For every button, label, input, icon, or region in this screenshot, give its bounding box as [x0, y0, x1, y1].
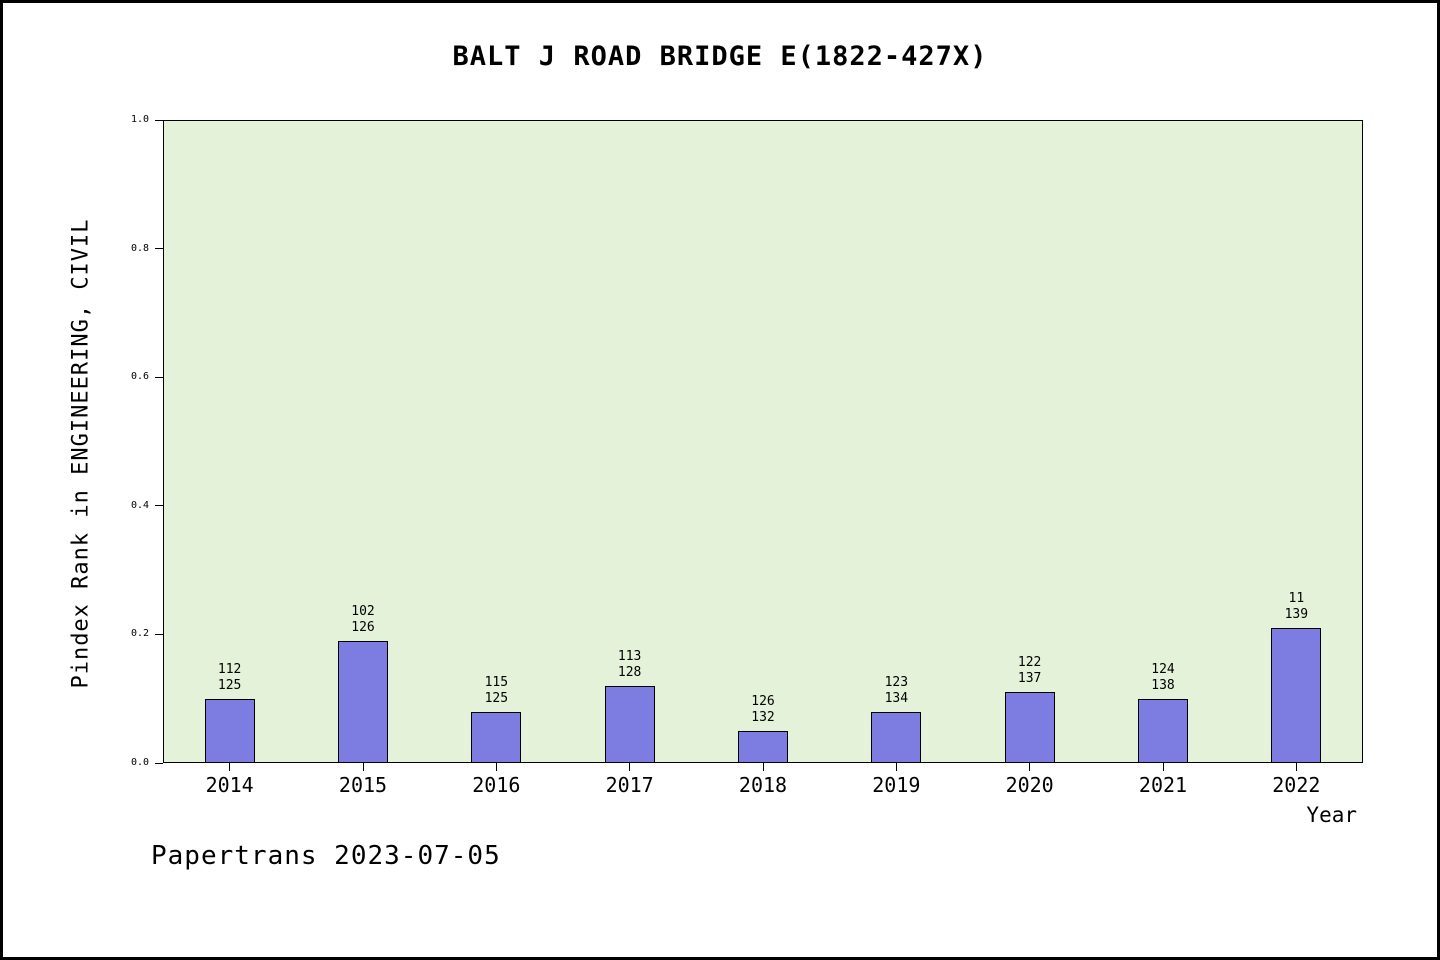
x-tick-mark [495, 763, 497, 771]
bar-value-label: 113 128 [570, 649, 690, 681]
bar-value-line: 113 [617, 649, 642, 664]
bar-value-label: 115 125 [436, 675, 556, 707]
bar-value-label: 102 126 [303, 604, 423, 636]
bar-value-line: 139 [1284, 607, 1309, 622]
chart-canvas: BALT J ROAD BRIDGE E(1822-427X) Pindex R… [3, 3, 1437, 957]
x-tick-mark [229, 763, 231, 771]
x-tick-label: 2021 [1138, 773, 1188, 797]
y-tick-label: 0.6 [130, 371, 149, 383]
bar-value-line: 115 [484, 675, 509, 690]
y-tick-label: 0.8 [130, 242, 149, 254]
x-tick-label: 2022 [1272, 773, 1321, 797]
bar-value-line: 126 [351, 620, 375, 635]
x-tick-mark [762, 763, 764, 771]
bar-value-line: 11 [1288, 591, 1305, 606]
bar [1004, 692, 1055, 763]
x-tick-mark [1162, 763, 1164, 771]
chart-title: BALT J ROAD BRIDGE E(1822-427X) [452, 41, 988, 72]
x-tick-label: 2020 [1005, 773, 1054, 797]
y-tick-label: 0.4 [130, 499, 149, 511]
y-tick-label: 0.2 [130, 628, 149, 640]
bar-value-line: 138 [1151, 678, 1175, 693]
footer-watermark: Papertrans 2023-07-05 [151, 841, 501, 871]
bar [204, 699, 255, 763]
y-tick-mark [155, 633, 163, 635]
bar-value-label: 124 138 [1103, 662, 1223, 694]
y-tick-mark [155, 762, 163, 764]
y-tick-label: 0.0 [130, 757, 149, 768]
x-tick-mark [629, 763, 631, 771]
bar [738, 731, 788, 763]
bar-value-label: 122 137 [970, 655, 1090, 687]
bar-value-line: 126 [751, 694, 775, 709]
x-tick-label: 2018 [738, 773, 788, 797]
bar-value-line: 132 [751, 710, 775, 725]
bar [338, 641, 388, 763]
y-tick-label: 1.0 [130, 114, 149, 125]
x-tick-label: 2017 [605, 773, 654, 797]
x-tick-mark [895, 763, 897, 771]
bar [471, 712, 522, 763]
x-tick-mark [362, 763, 364, 771]
x-axis-label: Year [1306, 803, 1357, 827]
bar-value-line: 137 [1017, 671, 1042, 686]
bar-value-label: 123 134 [836, 675, 956, 707]
bar-value-label: 11 139 [1236, 591, 1356, 623]
bar-value-line: 123 [884, 675, 909, 690]
x-tick-label: 2016 [472, 773, 521, 797]
bar [1138, 699, 1188, 763]
bar-value-line: 134 [884, 691, 909, 706]
x-tick-label: 2015 [338, 773, 388, 797]
y-tick-mark [155, 119, 163, 121]
x-tick-mark [1295, 763, 1297, 771]
bar-value-line: 128 [617, 665, 642, 680]
bar [1271, 628, 1322, 763]
bar-value-line: 125 [484, 691, 509, 706]
bar-value-line: 125 [217, 678, 242, 693]
bar-value-label: 112 125 [170, 662, 290, 694]
x-tick-label: 2019 [872, 773, 921, 797]
y-axis-label: Pindex Rank in ENGINEERING, CIVIL [68, 218, 94, 689]
bar-value-label: 126 132 [703, 694, 823, 726]
y-tick-mark [155, 505, 163, 507]
x-tick-label: 2014 [205, 773, 254, 797]
y-tick-mark [155, 248, 163, 250]
y-tick-mark [155, 376, 163, 378]
bar-value-line: 112 [217, 662, 242, 677]
bar-value-line: 124 [1151, 662, 1175, 677]
bar [604, 686, 655, 763]
bar-value-line: 122 [1017, 655, 1042, 670]
bar [871, 712, 922, 763]
x-tick-mark [1029, 763, 1031, 771]
bar-value-line: 102 [351, 604, 375, 619]
